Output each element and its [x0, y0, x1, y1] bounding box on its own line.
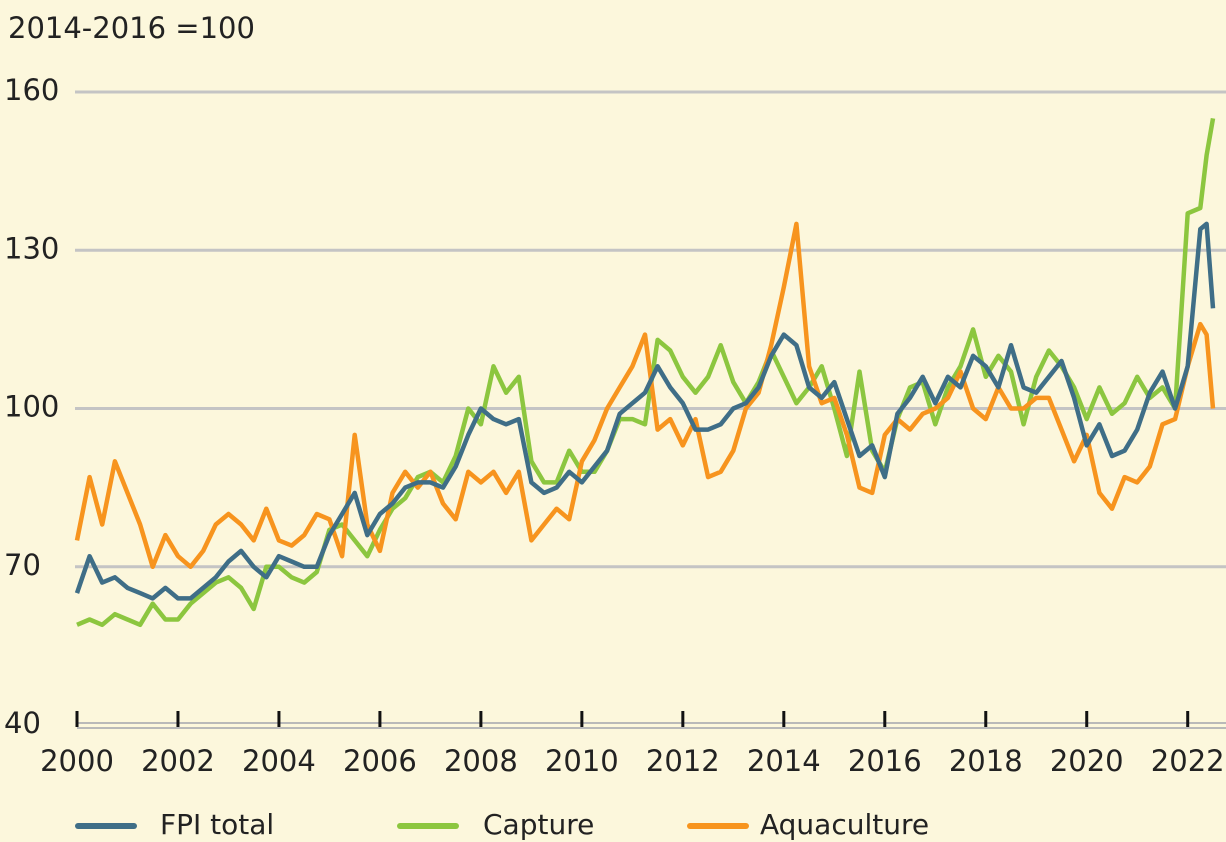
x-tick-label: 2020 [1050, 744, 1124, 778]
x-tick-label: 2016 [848, 744, 922, 778]
y-tick-label: 160 [4, 73, 59, 107]
x-tick-label: 2022 [1151, 744, 1225, 778]
y-tick-label: 100 [4, 390, 59, 424]
legend-label: Aquaculture [760, 808, 929, 841]
x-tick-label: 2002 [141, 744, 215, 778]
x-tick-label: 2010 [545, 744, 619, 778]
y-axis-label: 2014-2016 =100 [8, 11, 255, 45]
x-tick-label: 2004 [242, 744, 316, 778]
x-tick-label: 2014 [747, 744, 821, 778]
x-tick-label: 2012 [646, 744, 720, 778]
x-tick-label: 2008 [444, 744, 518, 778]
series-line [74, 221, 1216, 601]
x-tick-label: 2006 [343, 744, 417, 778]
y-tick-label: 130 [4, 231, 59, 265]
x-tick-label: 2018 [949, 744, 1023, 778]
y-tick-label: 40 [4, 706, 41, 740]
x-tick-label: 2000 [40, 744, 114, 778]
y-tick-label: 70 [4, 548, 41, 582]
legend-label: Capture [483, 808, 594, 841]
legend-label: FPI total [160, 808, 274, 841]
